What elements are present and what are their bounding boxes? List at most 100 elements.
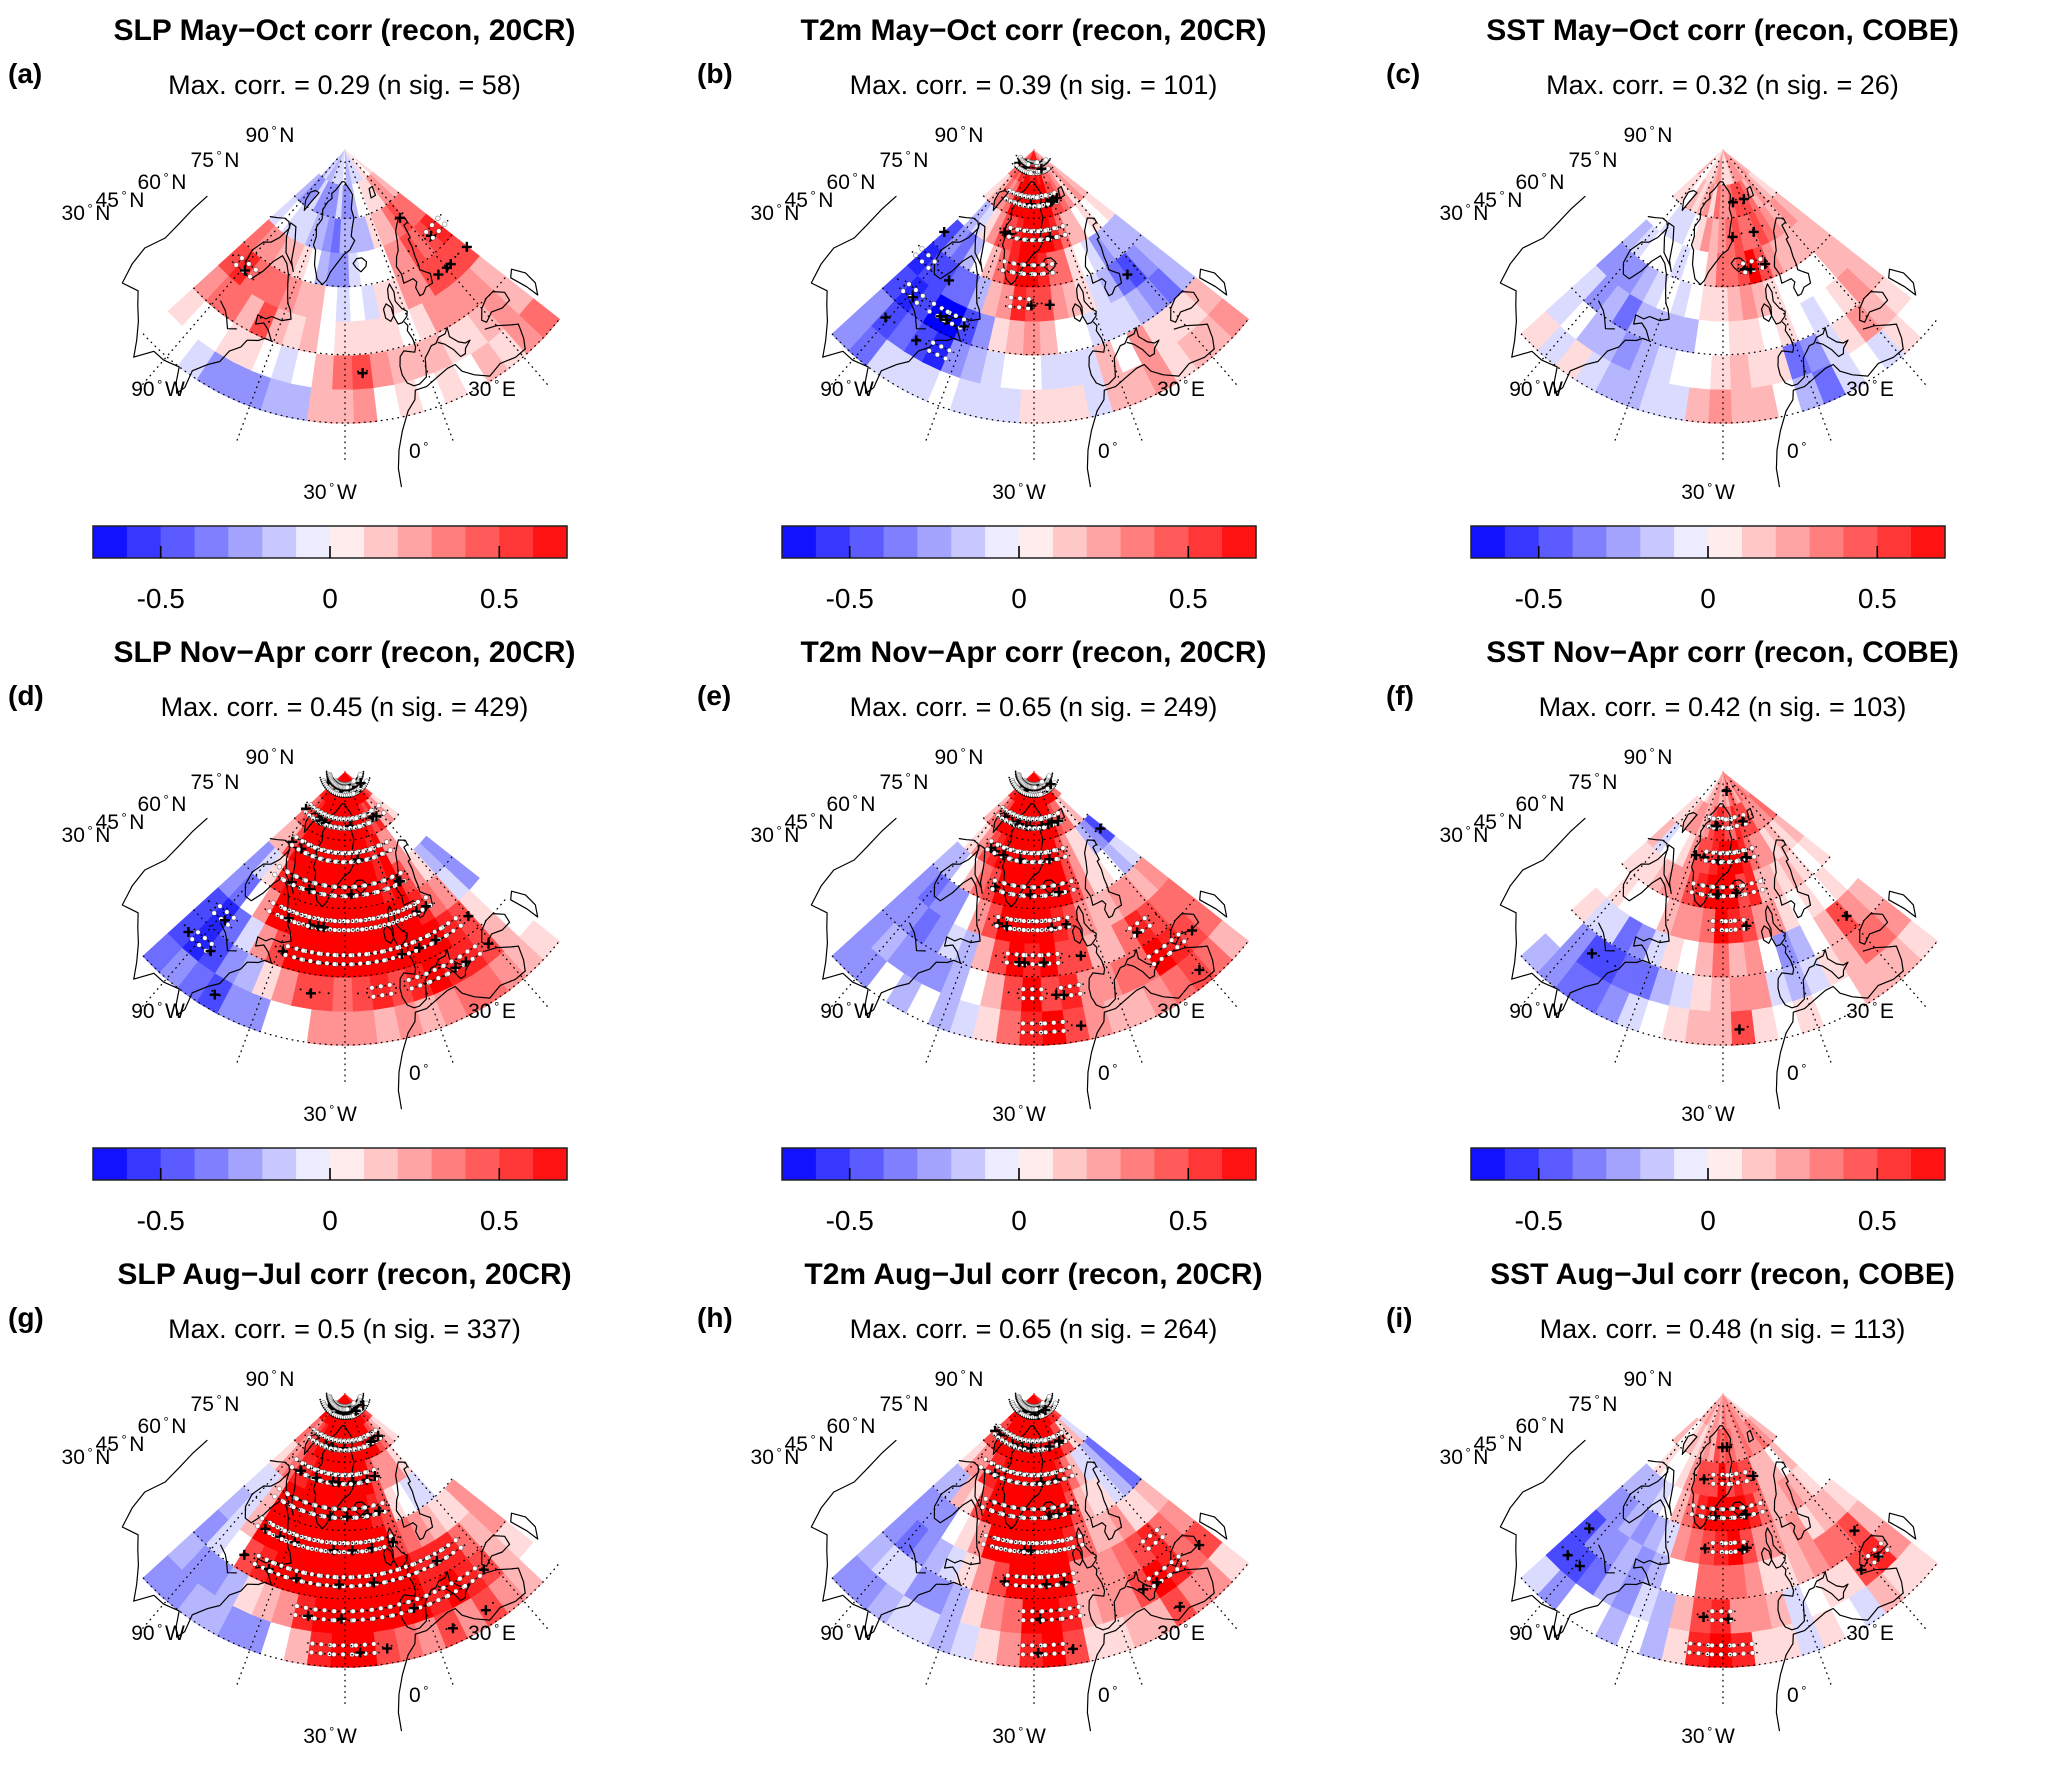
panel-i-title: SST Aug−Jul corr (recon, COBE)	[1490, 1258, 1955, 1291]
svg-text:45 ° N: 45 ° N	[1474, 810, 1523, 834]
svg-text:60 ° N: 60 ° N	[1516, 792, 1565, 816]
svg-text:30 ° W: 30 ° W	[303, 1102, 357, 1126]
panel-d-subtitle: Max. corr. = 0.45 (n sig. = 429)	[160, 692, 529, 722]
coastline-layer	[810, 181, 1228, 488]
map-labels-layer: 90 ° N75 ° N60 ° N45 ° N30 ° N 90 ° W 30 °…	[1440, 123, 1894, 504]
colorbar-tick-label: -0.5	[1515, 1205, 1563, 1236]
panel-d: SLP Nov−Apr corr (recon, 20CR) (d) Max. …	[0, 622, 689, 1138]
map-row-3: SLP Aug−Jul corr (recon, 20CR) (g) Max. …	[0, 1244, 2067, 1760]
svg-text:90 ° N: 90 ° N	[1624, 745, 1673, 769]
panel-b-map: 90 ° N75 ° N60 ° N45 ° N30 ° N 90 ° W 30 °…	[751, 123, 1250, 504]
colorbar-tick-label: 0	[1011, 1205, 1027, 1236]
svg-text:30 ° E: 30 ° E	[468, 999, 516, 1023]
svg-text:30 ° E: 30 ° E	[1157, 999, 1205, 1023]
svg-text:45 ° N: 45 ° N	[96, 1432, 145, 1456]
panel-a-map: 90 ° N75 ° N60 ° N45 ° N30 ° N 90 ° W 30 °…	[62, 123, 561, 504]
svg-text:30 ° N: 30 ° N	[751, 201, 800, 225]
coastline-layer	[121, 803, 539, 1110]
significance-markers-layer	[982, 770, 1205, 1036]
panel-d-map: 90 ° N75 ° N60 ° N45 ° N30 ° N 90 ° W 30 °…	[62, 745, 561, 1126]
panel-b-label: (b)	[697, 58, 733, 89]
panel-a: SLP May−Oct corr (recon, 20CR) (a) Max. …	[0, 0, 689, 516]
svg-text:45 ° N: 45 ° N	[785, 810, 834, 834]
coastline-layer	[810, 1425, 1228, 1732]
svg-text:30 ° E: 30 ° E	[468, 377, 516, 401]
map-labels-layer: 90 ° N75 ° N60 ° N45 ° N30 ° N 90 ° W 30 °…	[751, 123, 1205, 504]
panel-h: T2m Aug−Jul corr (recon, 20CR) (h) Max. …	[689, 1244, 1378, 1760]
svg-text:0 °: 0 °	[1098, 1061, 1120, 1085]
significance-markers-layer	[1586, 785, 1852, 1035]
coastline-layer	[1499, 1425, 1917, 1732]
panel-a-label: (a)	[8, 58, 43, 89]
colorbar-tick-label: 0	[1700, 583, 1716, 614]
colorbar-gradient	[1470, 525, 1946, 559]
mosaic-layer	[831, 148, 1250, 424]
svg-text:90 ° W: 90 ° W	[820, 377, 874, 401]
colorbar-gradient	[92, 525, 568, 559]
panel-h-title: T2m Aug−Jul corr (recon, 20CR)	[804, 1258, 1263, 1291]
panel-e: T2m Nov−Apr corr (recon, 20CR) (e) Max. …	[689, 622, 1378, 1138]
svg-text:75 ° N: 75 ° N	[1569, 148, 1618, 172]
panel-c-subtitle: Max. corr. = 0.32 (n sig. = 26)	[1546, 70, 1899, 100]
svg-text:0 °: 0 °	[409, 1683, 431, 1707]
colorbar-tick-label: -0.5	[137, 1205, 185, 1236]
svg-text:90 ° N: 90 ° N	[246, 745, 295, 769]
panel-b: T2m May−Oct corr (recon, 20CR) (b) Max. …	[689, 0, 1378, 516]
svg-text:30 ° E: 30 ° E	[1846, 377, 1894, 401]
panel-e-map: 90 ° N75 ° N60 ° N45 ° N30 ° N 90 ° W 30 °…	[751, 745, 1250, 1126]
panel-h-map: 90 ° N75 ° N60 ° N45 ° N30 ° N90 ° W30 °…	[751, 1367, 1250, 1748]
colorbar-tick-label: 0	[322, 1205, 338, 1236]
svg-text:90 ° W: 90 ° W	[131, 999, 185, 1023]
map-labels-layer: 90 ° N75 ° N60 ° N45 ° N30 ° N 90 ° W 30 °…	[62, 123, 516, 504]
svg-text:90 ° W: 90 ° W	[131, 377, 185, 401]
significance-markers-layer	[880, 154, 1136, 362]
mosaic-layer	[1520, 148, 1939, 424]
map-labels-layer: 90 ° N75 ° N60 ° N45 ° N30 ° N 90 ° W 30 °…	[1440, 745, 1894, 1126]
svg-text:90 ° W: 90 ° W	[1509, 377, 1563, 401]
coastline-layer	[1499, 803, 1917, 1110]
svg-text:60 ° N: 60 ° N	[138, 170, 187, 194]
graticule-layer	[831, 156, 1249, 461]
panel-h-label: (h)	[697, 1302, 733, 1333]
panel-f-subtitle: Max. corr. = 0.42 (n sig. = 103)	[1538, 692, 1907, 722]
svg-text:75 ° N: 75 ° N	[880, 148, 929, 172]
panel-d-title: SLP Nov−Apr corr (recon, 20CR)	[113, 636, 576, 669]
map-row-2: SLP Nov−Apr corr (recon, 20CR) (d) Max. …	[0, 622, 2067, 1138]
svg-text:75 ° N: 75 ° N	[191, 1392, 240, 1416]
significance-markers-layer	[976, 1392, 1206, 1658]
coastline-layer	[121, 181, 539, 488]
svg-text:0 °: 0 °	[409, 439, 431, 463]
svg-text:30 ° W: 30 ° W	[992, 480, 1046, 504]
mosaic-layer	[1520, 1392, 1939, 1668]
svg-text:60 ° N: 60 ° N	[827, 170, 876, 194]
graticule-layer	[1520, 156, 1938, 461]
colorbar-c: -0.5 0 0.5	[1470, 525, 1946, 614]
svg-text:30 ° W: 30 ° W	[992, 1102, 1046, 1126]
svg-text:30 ° E: 30 ° E	[468, 1621, 516, 1645]
colorbar-tick-label: 0.5	[1858, 583, 1897, 614]
panel-f-label: (f)	[1386, 680, 1414, 711]
panel-g-title: SLP Aug−Jul corr (recon, 20CR)	[117, 1258, 572, 1291]
significance-markers-layer	[1727, 193, 1771, 275]
svg-text:90 ° W: 90 ° W	[820, 999, 874, 1023]
svg-text:30 ° W: 30 ° W	[303, 1724, 357, 1748]
colorbar-tick-label: 0	[1011, 583, 1027, 614]
panel-c-title: SST May−Oct corr (recon, COBE)	[1486, 14, 1959, 47]
panel-a-subtitle: Max. corr. = 0.29 (n sig. = 58)	[168, 70, 521, 100]
graticule-layer	[142, 778, 560, 1083]
colorbar-a: -0.5 0 0.5	[92, 525, 568, 614]
graticule-layer	[142, 156, 560, 461]
colorbar-gradient	[92, 1147, 568, 1181]
panel-g-label: (g)	[8, 1302, 44, 1333]
svg-text:45 ° N: 45 ° N	[1474, 188, 1523, 212]
colorbar-d: -0.5 0 0.5	[92, 1147, 568, 1236]
svg-text:30 ° E: 30 ° E	[1157, 377, 1205, 401]
significance-markers-layer	[1561, 1442, 1892, 1658]
svg-text:0 °: 0 °	[1787, 1061, 1809, 1085]
svg-text:30 ° N: 30 ° N	[751, 823, 800, 847]
svg-text:90 ° W: 90 ° W	[131, 1621, 185, 1645]
svg-text:60 ° N: 60 ° N	[138, 1414, 187, 1438]
panel-c: SST May−Oct corr (recon, COBE) (c) Max. …	[1378, 0, 2067, 516]
colorbar-row-2: -0.5 0 0.5 -0.5 0 0.5 -0.5 0 0.5	[0, 1138, 2067, 1244]
panel-g-map: 90 ° N75 ° N60 ° N45 ° N30 ° N 90 ° W 30 °…	[62, 1367, 561, 1748]
